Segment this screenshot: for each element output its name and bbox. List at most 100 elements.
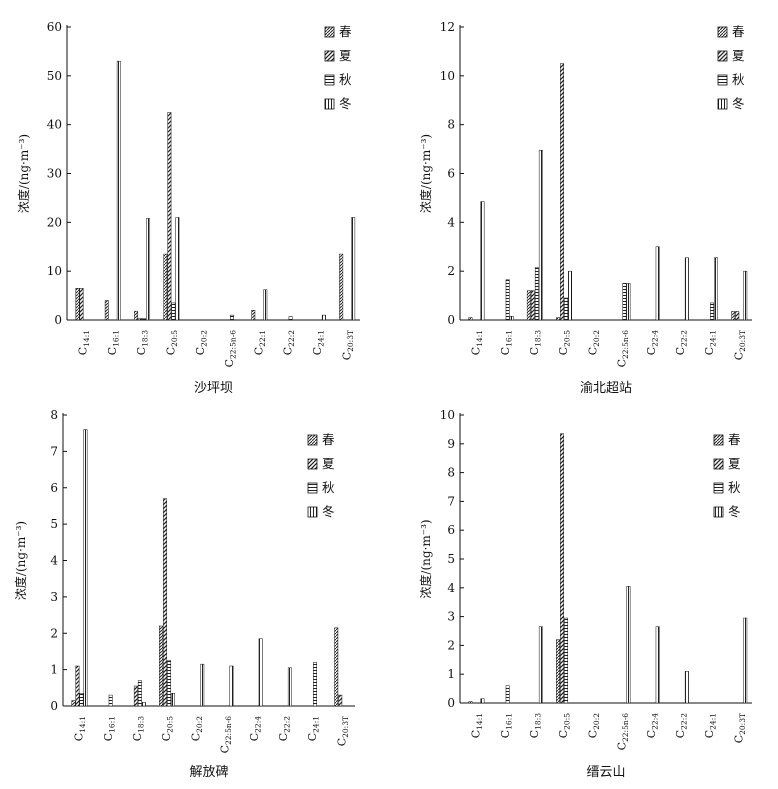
bar-秋-5 [230, 314, 234, 321]
bar-冬-5 [626, 283, 631, 321]
y-tick-label-0-5: 50 [47, 69, 62, 83]
x-tick-label-3-9: C20:3T [732, 713, 747, 743]
y-axis-label: 浓度/(ng·m⁻³) [418, 134, 433, 213]
y-tick-label-2-3: 3 [50, 590, 58, 604]
legend-label-2: 秋 [339, 72, 352, 87]
bar-秋-3 [564, 617, 569, 704]
bar-冬-4 [200, 663, 205, 707]
legend-swatch-3 [717, 98, 728, 110]
bar-冬-8 [714, 257, 719, 321]
bar-夏-2 [138, 318, 143, 321]
x-tick-label-1-4: C20:2 [586, 330, 601, 355]
legend-swatch-0 [713, 434, 724, 446]
x-tick-label-0-1: C16:1 [106, 330, 121, 355]
y-tick-label-3-10: 10 [440, 408, 455, 422]
legend-swatch-3 [324, 98, 335, 110]
y-tick-label-1-6: 12 [440, 20, 455, 34]
bar-秋-3 [171, 302, 176, 321]
y-tick-label-1-4: 8 [447, 118, 455, 132]
bar-春-9 [731, 311, 736, 321]
bar-春-0 [75, 288, 80, 321]
y-tick-label-0-2: 20 [47, 215, 62, 229]
bar-夏-0 [79, 288, 84, 321]
panel-title: 解放碑 [189, 764, 228, 780]
bar-冬-6 [655, 626, 660, 704]
bar-冬-3 [175, 217, 180, 321]
legend-swatch-1 [324, 50, 335, 62]
x-tick-label-1-0: C14:1 [470, 330, 485, 355]
y-tick-label-1-2: 4 [447, 215, 455, 229]
y-tick-label-2-6: 6 [50, 481, 58, 495]
legend-label-2: 秋 [322, 480, 335, 495]
x-tick-label-3-3: C20:5 [557, 713, 572, 738]
legend-label-1: 夏 [322, 456, 335, 471]
bar-冬-5 [229, 665, 234, 707]
bar-冬-2 [146, 218, 151, 321]
bar-冬-6 [655, 246, 660, 321]
y-tick-label-1-1: 2 [447, 264, 455, 278]
bar-春-9 [339, 253, 344, 321]
legend-label-0: 春 [339, 24, 352, 39]
bar-春-2 [134, 310, 139, 321]
chart-panel-2: 0 1 2 3 4 5 6 7 8 浓度/(ng·m⁻³) C14:1 C16:1 C18:3 C20:5… [13, 408, 355, 780]
bar-夏-3 [163, 498, 168, 707]
legend-label-1: 夏 [339, 48, 352, 63]
legend-label-2: 秋 [728, 480, 741, 495]
x-tick-label-0-7: C22:2 [282, 330, 297, 355]
bar-冬-2 [538, 150, 543, 321]
x-tick-label-2-2: C18:3 [131, 716, 146, 741]
bar-秋-2 [534, 267, 539, 321]
bar-夏-9 [338, 694, 343, 707]
bar-冬-0 [480, 201, 485, 321]
legend-label-3: 冬 [728, 504, 741, 519]
legend-swatch-2 [324, 74, 335, 86]
bar-春-0 [71, 700, 76, 707]
x-tick-label-3-2: C18:3 [528, 713, 543, 738]
y-tick-label-1-0: 0 [447, 313, 455, 327]
legend-label-0: 春 [322, 432, 335, 447]
bar-冬-7 [287, 667, 292, 707]
legend-label-1: 夏 [728, 456, 741, 471]
x-tick-label-0-4: C20:2 [194, 330, 209, 355]
x-tick-label-3-0: C14:1 [470, 713, 485, 738]
bar-秋-7 [288, 316, 293, 321]
y-tick-label-0-0: 0 [54, 313, 62, 327]
bar-春-9 [334, 627, 339, 707]
bar-春-3 [159, 625, 164, 707]
bar-春-2 [526, 290, 531, 321]
legend-swatch-0 [324, 26, 335, 38]
y-tick-label-0-4: 40 [47, 118, 62, 132]
bar-秋-5 [622, 283, 627, 321]
bar-秋-0 [79, 693, 84, 707]
bar-冬-1 [116, 60, 121, 321]
bar-冬-9 [351, 217, 356, 321]
bar-秋-8 [710, 302, 715, 321]
chart-panel-3: 0 1 2 3 4 5 6 7 8 9 10 浓度/(ng·m⁻³) C14:1 C16:1 C18:3 C2… [418, 408, 752, 780]
y-axis-label: 浓度/(ng·m⁻³) [13, 521, 28, 600]
y-tick-label-3-1: 1 [447, 667, 455, 681]
x-tick-label-3-7: C22:2 [674, 713, 689, 738]
legend-label-0: 春 [732, 24, 745, 39]
y-tick-label-2-7: 7 [50, 444, 58, 458]
y-tick-label-3-8: 8 [447, 466, 455, 480]
bar-冬-2 [538, 626, 543, 704]
legend-swatch-3 [307, 506, 318, 518]
legend-swatch-1 [713, 458, 724, 470]
x-tick-label-1-6: C22:4 [645, 330, 660, 355]
chart-panel-0: 0 10 20 30 40 50 60 浓度/(ng·m⁻³) C14:1 C16:1 C18:3 C… [16, 20, 360, 396]
x-tick-label-2-9: C20:3T [335, 716, 350, 746]
bar-春-0 [468, 317, 473, 321]
x-tick-label-2-4: C20:2 [189, 716, 204, 741]
y-tick-label-3-4: 4 [447, 581, 455, 595]
x-tick-label-1-5: C22:5n-6 [616, 330, 631, 368]
bar-秋-1 [505, 685, 510, 704]
bar-春-3 [163, 253, 168, 321]
bar-秋-8 [313, 662, 318, 707]
x-tick-label-3-8: C24:1 [703, 713, 718, 738]
bar-冬-7 [684, 257, 689, 321]
bar-冬-8 [321, 314, 326, 321]
x-tick-label-0-6: C22:1 [252, 330, 267, 355]
y-axis-label: 浓度/(ng·m⁻³) [16, 134, 31, 213]
y-tick-label-2-2: 2 [50, 626, 58, 640]
